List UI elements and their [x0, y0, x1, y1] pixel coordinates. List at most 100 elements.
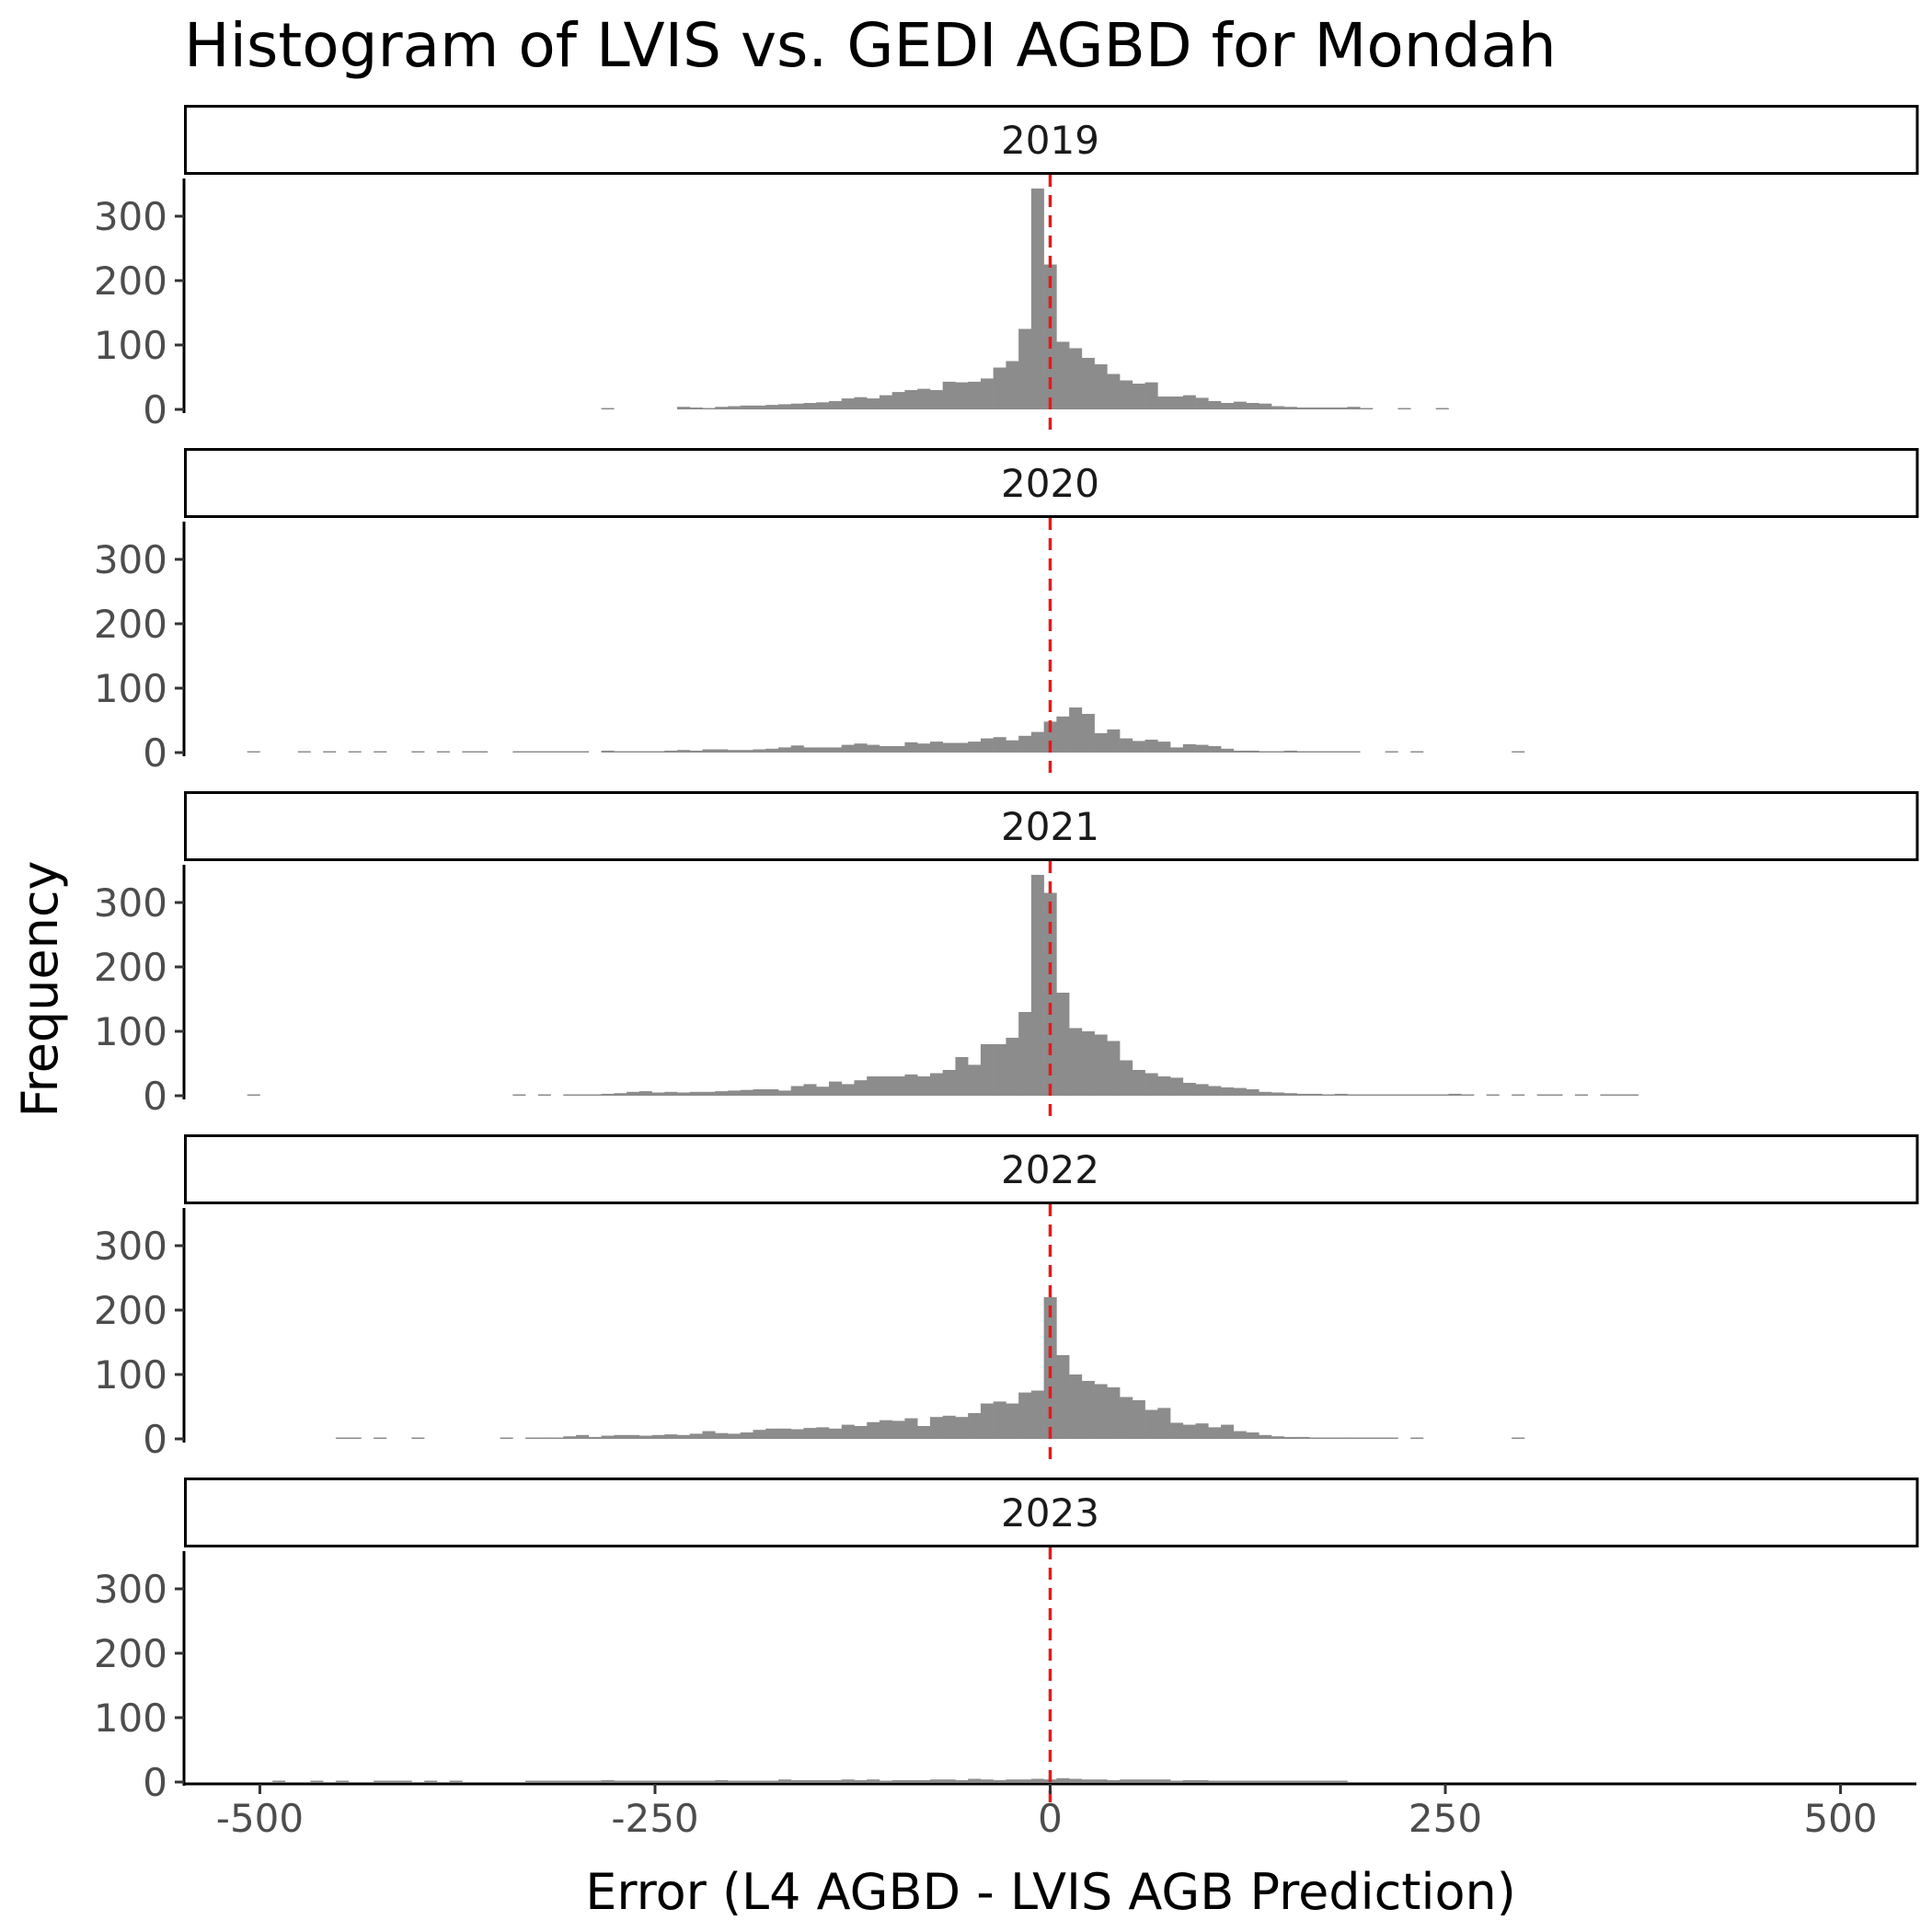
- histogram-bar: [588, 1094, 602, 1096]
- y-tick-label: 100: [94, 1352, 167, 1397]
- y-tick-label: 100: [94, 1696, 167, 1741]
- histogram-bar: [1208, 746, 1222, 753]
- histogram-bar: [993, 1401, 1006, 1439]
- histogram-bar: [1018, 328, 1032, 409]
- histogram-bar: [993, 737, 1006, 753]
- histogram-bar: [500, 1437, 513, 1439]
- histogram-bar: [247, 751, 260, 753]
- histogram-bar: [1107, 729, 1121, 753]
- histogram-bar: [1195, 1084, 1209, 1096]
- histogram-bar: [689, 1091, 703, 1096]
- panel-2019: 2019 0 100 200 300: [94, 105, 1919, 432]
- histogram-bar: [1309, 1437, 1323, 1439]
- histogram-bar: [664, 750, 678, 753]
- histogram-bar: [1322, 1780, 1336, 1782]
- histogram-bar: [765, 1089, 779, 1096]
- histogram-bar: [1056, 716, 1070, 753]
- histogram-bar: [1221, 403, 1235, 409]
- histogram-bar: [728, 1090, 742, 1096]
- histogram-bar: [917, 1426, 931, 1439]
- histogram-bar: [841, 1779, 855, 1782]
- histogram-bar: [879, 1076, 892, 1096]
- histogram-bar: [993, 1044, 1006, 1096]
- histogram-bar: [1322, 1094, 1336, 1096]
- histogram-bar: [1512, 751, 1525, 753]
- facet-panels: 2019 0 100 200 300 2020 0 100 200 300 2021 0 100 200 3…: [94, 105, 1919, 1805]
- histogram-bar: [929, 742, 943, 753]
- histogram-bar: [765, 1780, 779, 1782]
- histogram-bar: [1486, 1094, 1500, 1096]
- histogram-bar: [424, 1780, 438, 1782]
- histogram-bar: [917, 1076, 931, 1096]
- histogram-bar: [348, 1437, 362, 1439]
- histogram-bar: [1132, 1070, 1145, 1096]
- histogram-bar: [398, 1780, 412, 1782]
- histogram-bar: [879, 1780, 892, 1782]
- histogram-bar: [1056, 341, 1070, 409]
- y-tick-label: 300: [94, 1224, 167, 1269]
- histogram-bar: [968, 742, 982, 753]
- histogram-bar: [1081, 1381, 1095, 1439]
- histogram-bar: [1182, 395, 1196, 409]
- histogram-bar: [601, 750, 615, 753]
- histogram-bar: [854, 1080, 868, 1096]
- histogram-bar: [537, 1437, 551, 1439]
- histogram-bar: [790, 1429, 804, 1439]
- histogram-bar: [601, 408, 615, 409]
- histogram-bar: [753, 405, 766, 409]
- histogram-bar: [664, 1780, 678, 1782]
- histogram-bar: [1372, 1437, 1386, 1439]
- histogram-bar: [1182, 1779, 1196, 1782]
- histogram-bar: [627, 751, 640, 753]
- histogram-bar: [1410, 1437, 1424, 1439]
- histogram-bar: [777, 1090, 792, 1096]
- histogram-bar: [651, 1780, 665, 1782]
- strip-label-2020: 2020: [1001, 461, 1099, 506]
- histogram-bar: [1385, 751, 1398, 753]
- histogram-bar: [1360, 1437, 1374, 1439]
- histogram-bar: [1081, 714, 1095, 753]
- histogram-bar: [689, 1433, 703, 1439]
- histogram-bar: [841, 744, 855, 753]
- histogram-bar: [702, 1091, 716, 1096]
- histogram-bar: [614, 1780, 627, 1782]
- histogram-bar: [1283, 407, 1297, 409]
- histogram-bar: [272, 1780, 286, 1782]
- histogram-bar: [677, 1092, 691, 1096]
- histogram-bar: [550, 1437, 564, 1439]
- histogram-bar: [816, 1087, 830, 1096]
- histogram-bar: [1271, 406, 1285, 409]
- histogram-bar: [1094, 1779, 1108, 1782]
- histogram-bar: [462, 751, 476, 753]
- histogram-bar: [1120, 1397, 1133, 1439]
- histogram-bar: [777, 747, 792, 753]
- histogram-bar: [1410, 751, 1424, 753]
- histogram-bar: [702, 749, 716, 753]
- panel-2021: 2021 0 100 200 300: [94, 791, 1919, 1119]
- histogram-bar: [1283, 1436, 1297, 1439]
- histogram-bar: [854, 1779, 868, 1782]
- histogram-bar: [1536, 1094, 1550, 1096]
- histogram-bar: [904, 1074, 918, 1096]
- histogram-bar: [525, 1780, 539, 1782]
- histogram-bar: [753, 749, 766, 753]
- histogram-bar: [1309, 1780, 1323, 1782]
- histogram-bar: [1157, 1779, 1171, 1782]
- histogram-bar: [828, 747, 843, 753]
- histogram-bar: [728, 750, 742, 753]
- histogram-bar: [740, 1432, 753, 1439]
- histogram-bar: [475, 751, 489, 753]
- histogram-bar: [1006, 740, 1019, 753]
- histogram-bar: [1182, 1083, 1196, 1096]
- histogram-bar: [576, 1094, 590, 1096]
- histogram-bar: [1030, 874, 1044, 1096]
- histogram-bar: [854, 743, 868, 753]
- histogram-bar: [1056, 993, 1070, 1096]
- histogram-bar: [1283, 1093, 1297, 1096]
- histogram-bar: [689, 1780, 703, 1782]
- histogram-bar: [980, 1044, 994, 1096]
- histogram-bar: [651, 1092, 665, 1096]
- histogram-bar: [1208, 1086, 1222, 1096]
- histogram-bar: [765, 405, 779, 409]
